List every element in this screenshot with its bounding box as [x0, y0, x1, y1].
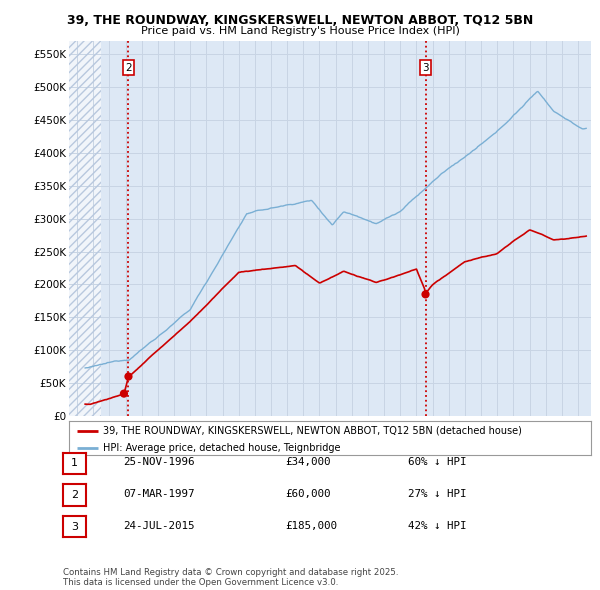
Text: Price paid vs. HM Land Registry's House Price Index (HPI): Price paid vs. HM Land Registry's House … [140, 26, 460, 35]
Bar [69, 41, 101, 416]
Text: 3: 3 [422, 63, 429, 73]
Point [124, 372, 133, 381]
Text: £60,000: £60,000 [285, 489, 331, 499]
Text: 24-JUL-2015: 24-JUL-2015 [123, 521, 194, 530]
Text: £34,000: £34,000 [285, 457, 331, 467]
Text: 60% ↓ HPI: 60% ↓ HPI [408, 457, 467, 467]
Point [421, 290, 430, 299]
Text: 2: 2 [125, 63, 132, 73]
Text: 39, THE ROUNDWAY, KINGSKERSWELL, NEWTON ABBOT, TQ12 5BN: 39, THE ROUNDWAY, KINGSKERSWELL, NEWTON … [67, 14, 533, 27]
Point [119, 389, 129, 398]
Text: 2: 2 [71, 490, 78, 500]
Text: 3: 3 [71, 522, 78, 532]
Text: 07-MAR-1997: 07-MAR-1997 [123, 489, 194, 499]
Text: 1: 1 [71, 458, 78, 468]
Text: 39, THE ROUNDWAY, KINGSKERSWELL, NEWTON ABBOT, TQ12 5BN (detached house): 39, THE ROUNDWAY, KINGSKERSWELL, NEWTON … [103, 426, 522, 436]
Text: 27% ↓ HPI: 27% ↓ HPI [408, 489, 467, 499]
Text: HPI: Average price, detached house, Teignbridge: HPI: Average price, detached house, Teig… [103, 443, 340, 453]
Text: Contains HM Land Registry data © Crown copyright and database right 2025.
This d: Contains HM Land Registry data © Crown c… [63, 568, 398, 587]
Text: £185,000: £185,000 [285, 521, 337, 530]
Text: 42% ↓ HPI: 42% ↓ HPI [408, 521, 467, 530]
Bar [69, 41, 101, 416]
Text: 25-NOV-1996: 25-NOV-1996 [123, 457, 194, 467]
